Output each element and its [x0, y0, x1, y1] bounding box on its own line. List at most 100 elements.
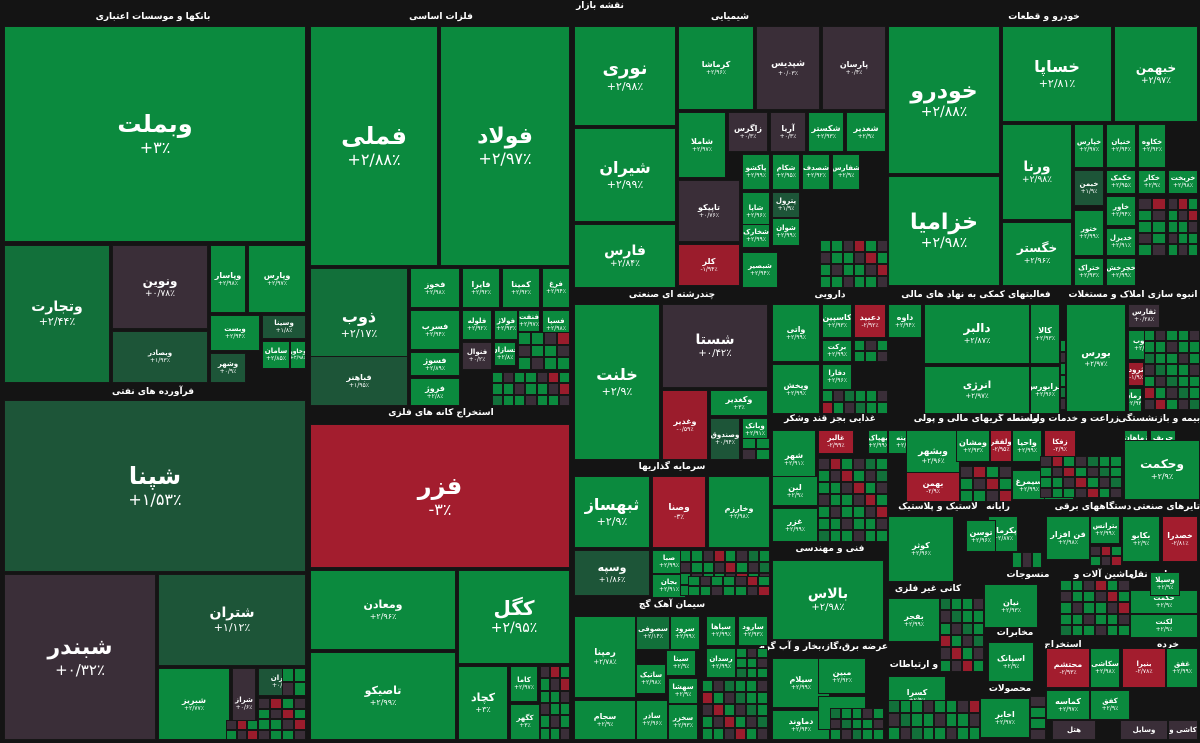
treemap-cell[interactable] — [294, 719, 306, 730]
treemap-tile[interactable]: ولفقر -۲/۹۵٪ — [990, 430, 1012, 462]
treemap-cell[interactable] — [830, 729, 841, 740]
treemap-cell[interactable] — [899, 713, 911, 727]
treemap-cell[interactable] — [822, 402, 833, 414]
treemap-cell[interactable] — [1075, 466, 1087, 477]
treemap-cell[interactable] — [1083, 580, 1095, 592]
treemap-tile[interactable]: سینا +۲/۹٪ — [666, 650, 696, 676]
treemap-tile[interactable]: خچرخش +۲/۹۹٪ — [1106, 258, 1136, 286]
treemap-cell[interactable] — [853, 530, 865, 542]
treemap-cell[interactable] — [922, 700, 934, 714]
treemap-cell[interactable] — [1060, 591, 1072, 603]
treemap-tile[interactable]: ختور +۲/۹۹٪ — [1074, 210, 1104, 256]
treemap-cell[interactable] — [1060, 340, 1066, 352]
treemap-cell[interactable] — [840, 708, 852, 719]
treemap-tile[interactable]: فرغ +۲/۹۴٪ — [542, 268, 570, 308]
treemap-tile[interactable]: سجام +۲/۹٪ — [574, 700, 636, 740]
treemap-cell[interactable] — [560, 703, 570, 716]
treemap-cell[interactable] — [736, 658, 747, 668]
treemap-cell[interactable] — [699, 576, 712, 586]
treemap-cell[interactable] — [999, 490, 1012, 502]
treemap-tile[interactable]: خبهمن +۲/۹۷٪ — [1114, 26, 1198, 122]
treemap-cell[interactable] — [724, 680, 735, 692]
treemap-cell[interactable] — [973, 635, 984, 648]
treemap-tile[interactable]: داوه +۲/۹۴٪ — [888, 304, 922, 338]
treemap-cell[interactable] — [1144, 352, 1156, 365]
treemap-cell[interactable] — [540, 727, 550, 740]
treemap-cell[interactable] — [1012, 552, 1022, 568]
treemap-cell[interactable] — [1177, 341, 1189, 353]
treemap-cell[interactable] — [747, 550, 759, 562]
treemap-cell[interactable] — [1063, 477, 1076, 488]
treemap-cell[interactable] — [940, 659, 951, 672]
treemap-cell[interactable] — [1178, 209, 1188, 222]
treemap-cell[interactable] — [853, 470, 865, 482]
treemap-cell[interactable] — [864, 470, 877, 482]
treemap-cell[interactable] — [999, 478, 1012, 490]
treemap-cell[interactable] — [1166, 364, 1178, 376]
treemap-tile[interactable]: بهپاک +۲/۹۹٪ — [868, 430, 888, 454]
treemap-cell[interactable] — [680, 550, 692, 562]
treemap-cell[interactable] — [758, 576, 770, 586]
treemap-cell[interactable] — [270, 729, 282, 740]
treemap-cell[interactable] — [864, 482, 877, 494]
treemap-cell[interactable] — [922, 726, 934, 740]
treemap-cell[interactable] — [851, 729, 863, 740]
treemap-tile[interactable]: فولاژ +۲/۹۳٪ — [494, 310, 518, 340]
treemap-cell[interactable] — [1111, 556, 1122, 566]
treemap-cell[interactable] — [841, 494, 853, 506]
treemap-cell[interactable] — [1051, 477, 1064, 488]
treemap-cell[interactable] — [757, 704, 768, 716]
treemap-cell[interactable] — [840, 729, 852, 740]
treemap-cell[interactable] — [282, 682, 294, 696]
treemap-cell[interactable] — [518, 357, 531, 370]
treemap-cell[interactable] — [960, 490, 973, 502]
treemap-cell[interactable] — [713, 561, 725, 573]
treemap-cell[interactable] — [724, 728, 735, 740]
treemap-cell[interactable] — [746, 728, 757, 740]
treemap-tile[interactable]: فخوز +۲/۹۸٪ — [410, 268, 460, 308]
treemap-cell[interactable] — [1106, 613, 1119, 625]
treemap-cell[interactable] — [525, 394, 537, 406]
treemap-cell[interactable] — [951, 622, 962, 635]
treemap-cell[interactable] — [829, 470, 842, 482]
treemap-cell[interactable] — [1071, 624, 1084, 636]
treemap-cell[interactable] — [735, 716, 746, 728]
treemap-cell[interactable] — [1040, 456, 1052, 467]
treemap-cell[interactable] — [1110, 477, 1122, 488]
treemap-cell[interactable] — [1188, 232, 1198, 245]
treemap-tile[interactable]: شصدف +۲/۹۲٪ — [802, 154, 830, 190]
treemap-cell[interactable] — [1095, 580, 1107, 592]
treemap-cell[interactable] — [270, 719, 282, 730]
treemap-cell[interactable] — [282, 729, 294, 740]
treemap-cell[interactable] — [876, 518, 888, 530]
treemap-tile[interactable]: وشهر +۰/۹٪ — [210, 353, 246, 383]
treemap-cell[interactable] — [973, 647, 984, 660]
treemap-cell[interactable] — [940, 598, 951, 611]
treemap-tile[interactable]: فنوال +۰/۲٪ — [462, 342, 492, 370]
treemap-cell[interactable] — [960, 466, 973, 478]
treemap-cell[interactable] — [864, 518, 877, 530]
treemap-cell[interactable] — [844, 390, 855, 402]
treemap-cell[interactable] — [531, 344, 544, 358]
treemap-cell[interactable] — [1155, 364, 1167, 376]
treemap-cell[interactable] — [960, 478, 973, 490]
treemap-cell[interactable] — [865, 240, 877, 252]
treemap-tile[interactable]: فایرا +۲/۹۲٪ — [462, 268, 500, 308]
treemap-cell[interactable] — [854, 252, 866, 264]
treemap-tile[interactable]: شپنا +۱/۵۳٪ — [4, 400, 306, 572]
treemap-tile[interactable]: فولاد +۲/۹۷٪ — [440, 26, 570, 266]
treemap-tile[interactable]: ساذر +۲/۹۶٪ — [636, 700, 668, 740]
treemap-cell[interactable] — [1051, 487, 1064, 498]
treemap-cell[interactable] — [544, 357, 557, 370]
treemap-cell[interactable] — [841, 482, 853, 494]
treemap-tile[interactable]: خکمک +۲/۹۵٪ — [1106, 170, 1136, 194]
treemap-cell[interactable] — [688, 576, 700, 586]
treemap-cell[interactable] — [962, 622, 973, 635]
treemap-tile[interactable]: بکابو +۲/۹٪ — [1122, 516, 1160, 562]
treemap-tile[interactable]: خبمن +۱/۹٪ — [1074, 170, 1104, 206]
treemap-tile[interactable]: فسوژ +۲/۸۹٪ — [410, 352, 460, 376]
treemap-cell[interactable] — [1177, 352, 1189, 365]
treemap-cell[interactable] — [560, 690, 570, 703]
treemap-tile[interactable]: غالبر -۲/۹۹٪ — [818, 430, 854, 454]
treemap-cell[interactable] — [558, 372, 570, 384]
